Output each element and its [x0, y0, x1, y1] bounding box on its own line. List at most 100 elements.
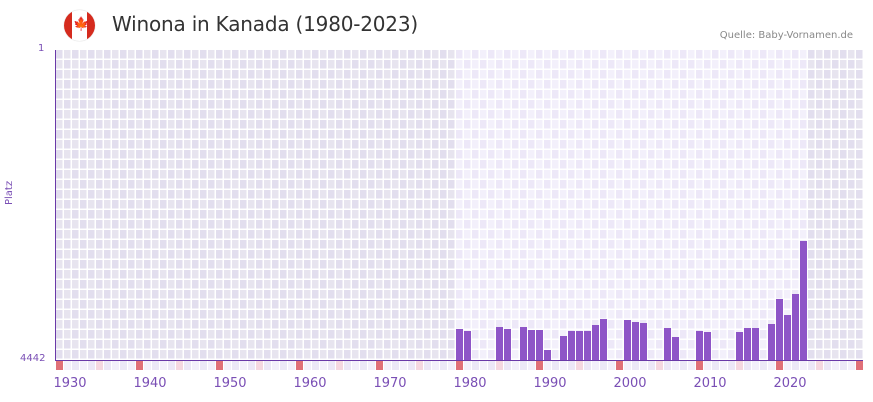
year-cell: [824, 361, 831, 370]
bar-1994[interactable]: [568, 331, 575, 360]
bar-1980[interactable]: [456, 329, 463, 360]
bar-1988[interactable]: [520, 327, 527, 360]
year-cell: [600, 361, 607, 370]
half-decade-marker: [96, 361, 103, 370]
bar-2002[interactable]: [632, 322, 639, 360]
year-cell: [488, 361, 495, 370]
bar-2016[interactable]: [744, 328, 751, 360]
year-cell: [280, 361, 287, 370]
year-cell: [360, 361, 367, 370]
bar-1981[interactable]: [464, 331, 471, 360]
decade-marker: [216, 361, 223, 370]
year-cell: [840, 361, 847, 370]
bar-1985[interactable]: [496, 327, 503, 360]
half-decade-marker: [736, 361, 743, 370]
year-cell: [312, 361, 319, 370]
year-cell: [200, 361, 207, 370]
x-tick-label: 1970: [373, 376, 407, 391]
decade-marker: [136, 361, 143, 370]
y-axis-line: [55, 50, 56, 361]
bar-2011[interactable]: [704, 332, 711, 360]
year-cell: [464, 361, 471, 370]
x-tick-label: 1980: [453, 376, 487, 391]
bar-1993[interactable]: [560, 336, 567, 360]
year-cell: [344, 361, 351, 370]
year-cell: [768, 361, 775, 370]
year-cell: [128, 361, 135, 370]
bar-2022[interactable]: [792, 294, 799, 360]
year-cell: [792, 361, 799, 370]
x-tick-label: 1940: [133, 376, 167, 391]
year-cell: [64, 361, 71, 370]
year-cell: [160, 361, 167, 370]
decade-marker: [776, 361, 783, 370]
year-cell: [760, 361, 767, 370]
bar-1986[interactable]: [504, 329, 511, 360]
year-cell: [720, 361, 727, 370]
x-tick-label: 1990: [533, 376, 567, 391]
bar-2023[interactable]: [800, 241, 807, 360]
x-tick-label: 2020: [773, 376, 807, 391]
year-cell: [232, 361, 239, 370]
year-cell: [560, 361, 567, 370]
half-decade-marker: [576, 361, 583, 370]
bar-2010[interactable]: [696, 331, 703, 360]
year-cell: [152, 361, 159, 370]
year-cell: [448, 361, 455, 370]
bar-2007[interactable]: [672, 337, 679, 360]
year-cell: [320, 361, 327, 370]
year-cell: [520, 361, 527, 370]
year-cell: [368, 361, 375, 370]
year-cell: [832, 361, 839, 370]
year-cell: [712, 361, 719, 370]
year-cell: [224, 361, 231, 370]
year-cell: [104, 361, 111, 370]
bar-2006[interactable]: [664, 328, 671, 360]
bar-1996[interactable]: [584, 331, 591, 360]
year-cell: [528, 361, 535, 370]
bar-1995[interactable]: [576, 331, 583, 360]
decade-marker: [616, 361, 623, 370]
decade-marker: [856, 361, 863, 370]
bar-1991[interactable]: [544, 350, 551, 360]
year-cell: [680, 361, 687, 370]
year-cell: [608, 361, 615, 370]
y-tick-top: 1: [38, 43, 45, 54]
bar-1997[interactable]: [592, 325, 599, 360]
year-cell: [440, 361, 447, 370]
bar-1989[interactable]: [528, 330, 535, 360]
bar-2001[interactable]: [624, 320, 631, 360]
year-cell: [688, 361, 695, 370]
bar-2019[interactable]: [768, 324, 775, 360]
x-tick-label: 1960: [293, 376, 327, 391]
bar-1998[interactable]: [600, 319, 607, 360]
half-decade-marker: [336, 361, 343, 370]
bar-2017[interactable]: [752, 328, 759, 360]
decade-marker: [56, 361, 63, 370]
year-cell: [272, 361, 279, 370]
half-decade-marker: [416, 361, 423, 370]
bar-2021[interactable]: [784, 315, 791, 360]
half-decade-marker: [816, 361, 823, 370]
bar-2015[interactable]: [736, 332, 743, 360]
bar-2020[interactable]: [776, 299, 783, 360]
x-tick-label: 2010: [693, 376, 727, 391]
year-cell: [584, 361, 591, 370]
year-cell: [424, 361, 431, 370]
year-cell: [304, 361, 311, 370]
x-tick-label: 1950: [213, 376, 247, 391]
year-cell: [568, 361, 575, 370]
year-cell: [808, 361, 815, 370]
bar-2003[interactable]: [640, 323, 647, 360]
year-cell: [704, 361, 711, 370]
year-cell: [192, 361, 199, 370]
decade-marker: [376, 361, 383, 370]
source-link[interactable]: Quelle: Baby-Vornamen.de: [719, 30, 853, 41]
year-cell: [240, 361, 247, 370]
bar-1990[interactable]: [536, 330, 543, 360]
year-cell: [632, 361, 639, 370]
year-cell: [288, 361, 295, 370]
year-cell: [144, 361, 151, 370]
y-tick-bottom: 4442: [20, 353, 46, 364]
year-cell: [208, 361, 215, 370]
